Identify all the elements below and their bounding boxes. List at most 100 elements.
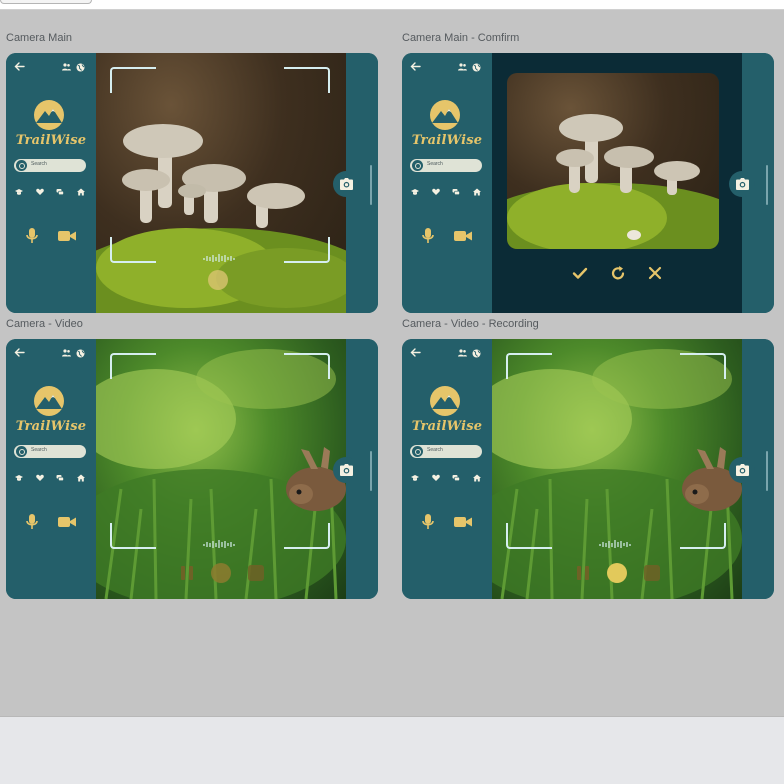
globe-icon[interactable]	[76, 349, 85, 358]
search-placeholder: Search	[31, 447, 47, 453]
graduation-cap-icon[interactable]	[411, 188, 419, 196]
frame-camera-video-recording[interactable]: TrailWise Search	[402, 339, 774, 599]
top-toolbar	[0, 0, 784, 10]
users-icon[interactable]	[458, 349, 467, 357]
record-button[interactable]	[211, 563, 231, 583]
globe-icon[interactable]	[76, 63, 85, 72]
logo-text: TrailWise	[15, 419, 87, 434]
close-icon[interactable]	[647, 265, 663, 281]
nav-row	[411, 474, 483, 484]
home-icon[interactable]	[77, 474, 85, 482]
shutter-button[interactable]	[208, 270, 228, 290]
back-arrow-icon[interactable]	[410, 62, 421, 71]
camera-mode-button[interactable]	[729, 457, 755, 483]
camera-mode-button[interactable]	[333, 171, 359, 197]
trailwise-logo-icon	[33, 99, 65, 131]
users-icon[interactable]	[458, 63, 467, 71]
microphone-icon[interactable]	[422, 228, 434, 244]
frame-guide-bottom-left	[506, 523, 552, 549]
camera-icon	[340, 178, 353, 190]
back-arrow-icon[interactable]	[14, 348, 25, 357]
video-viewfinder[interactable]	[492, 339, 742, 599]
record-button-active[interactable]	[607, 563, 627, 583]
check-icon[interactable]	[572, 265, 588, 281]
graduation-cap-icon[interactable]	[15, 474, 23, 482]
nav-row	[15, 188, 87, 198]
heart-icon[interactable]	[432, 474, 440, 482]
media-row	[422, 514, 482, 530]
stop-button[interactable]	[644, 565, 660, 581]
drawer-handle[interactable]	[766, 165, 768, 205]
heart-icon[interactable]	[36, 474, 44, 482]
video-viewfinder[interactable]	[96, 339, 346, 599]
search-input[interactable]: Search	[410, 445, 482, 458]
camera-icon	[340, 464, 353, 476]
video-camera-icon[interactable]	[58, 230, 76, 242]
trailwise-logo-icon	[33, 385, 65, 417]
heart-icon[interactable]	[432, 188, 440, 196]
frame-guide-bottom-left	[110, 237, 156, 263]
home-icon[interactable]	[473, 188, 481, 196]
video-camera-icon[interactable]	[58, 516, 76, 528]
home-icon[interactable]	[77, 188, 85, 196]
frame-camera-video[interactable]: TrailWise Search	[6, 339, 378, 599]
mushroom-photo	[96, 124, 346, 313]
recording-controls	[180, 563, 266, 583]
graduation-cap-icon[interactable]	[411, 474, 419, 482]
rabbit-in-grass-photo	[96, 349, 346, 599]
drawer-handle[interactable]	[370, 165, 372, 205]
toolbar-tab[interactable]	[0, 0, 92, 4]
globe-icon[interactable]	[472, 349, 481, 358]
frame-guide-bottom-right	[284, 237, 330, 263]
frame-guide-top-right	[284, 67, 330, 93]
camera-mode-button[interactable]	[333, 457, 359, 483]
sidebar: TrailWise Search	[402, 339, 492, 599]
search-input[interactable]: Search	[14, 159, 86, 172]
camera-viewfinder[interactable]	[96, 53, 346, 313]
drawer-handle[interactable]	[370, 451, 372, 491]
captured-photo-preview	[507, 73, 719, 249]
chat-icon[interactable]	[56, 474, 64, 482]
sidebar: TrailWise Search	[6, 53, 96, 313]
microphone-icon[interactable]	[26, 228, 38, 244]
frame-guide-top-right	[284, 353, 330, 379]
pause-icon[interactable]	[180, 565, 194, 581]
back-arrow-icon[interactable]	[14, 62, 25, 71]
microphone-icon[interactable]	[422, 514, 434, 530]
pause-icon[interactable]	[576, 565, 590, 581]
drawer-handle[interactable]	[766, 451, 768, 491]
camera-mode-button[interactable]	[729, 171, 755, 197]
back-arrow-icon[interactable]	[410, 348, 421, 357]
home-icon[interactable]	[473, 474, 481, 482]
search-placeholder: Search	[31, 161, 47, 167]
video-camera-icon[interactable]	[454, 516, 472, 528]
search-input[interactable]: Search	[410, 159, 482, 172]
nav-row	[15, 474, 87, 484]
frame-camera-main[interactable]: TrailWise Search	[6, 53, 378, 313]
search-icon	[412, 160, 423, 171]
camera-icon	[736, 464, 749, 476]
users-icon[interactable]	[62, 349, 71, 357]
chat-icon[interactable]	[56, 188, 64, 196]
recording-controls	[576, 563, 662, 583]
chat-icon[interactable]	[452, 188, 460, 196]
frame-guide-top-right	[680, 353, 726, 379]
search-input[interactable]: Search	[14, 445, 86, 458]
microphone-icon[interactable]	[26, 514, 38, 530]
retake-icon[interactable]	[610, 265, 626, 281]
globe-icon[interactable]	[472, 63, 481, 72]
users-icon[interactable]	[62, 63, 71, 71]
frame-camera-main-confirm[interactable]: TrailWise Search	[402, 53, 774, 313]
frame-label: Camera Main - Comfirm	[402, 32, 520, 44]
heart-icon[interactable]	[36, 188, 44, 196]
audio-wave-icon	[202, 539, 236, 549]
frame-guide-top-left	[110, 67, 156, 93]
mushroom-photo	[507, 114, 719, 249]
chat-icon[interactable]	[452, 474, 460, 482]
rabbit-in-grass-photo	[492, 349, 742, 599]
design-canvas: Camera Main TrailWise Search	[0, 10, 784, 716]
stop-button[interactable]	[248, 565, 264, 581]
video-camera-icon[interactable]	[454, 230, 472, 242]
frame-label: Camera - Video	[6, 318, 83, 330]
graduation-cap-icon[interactable]	[15, 188, 23, 196]
